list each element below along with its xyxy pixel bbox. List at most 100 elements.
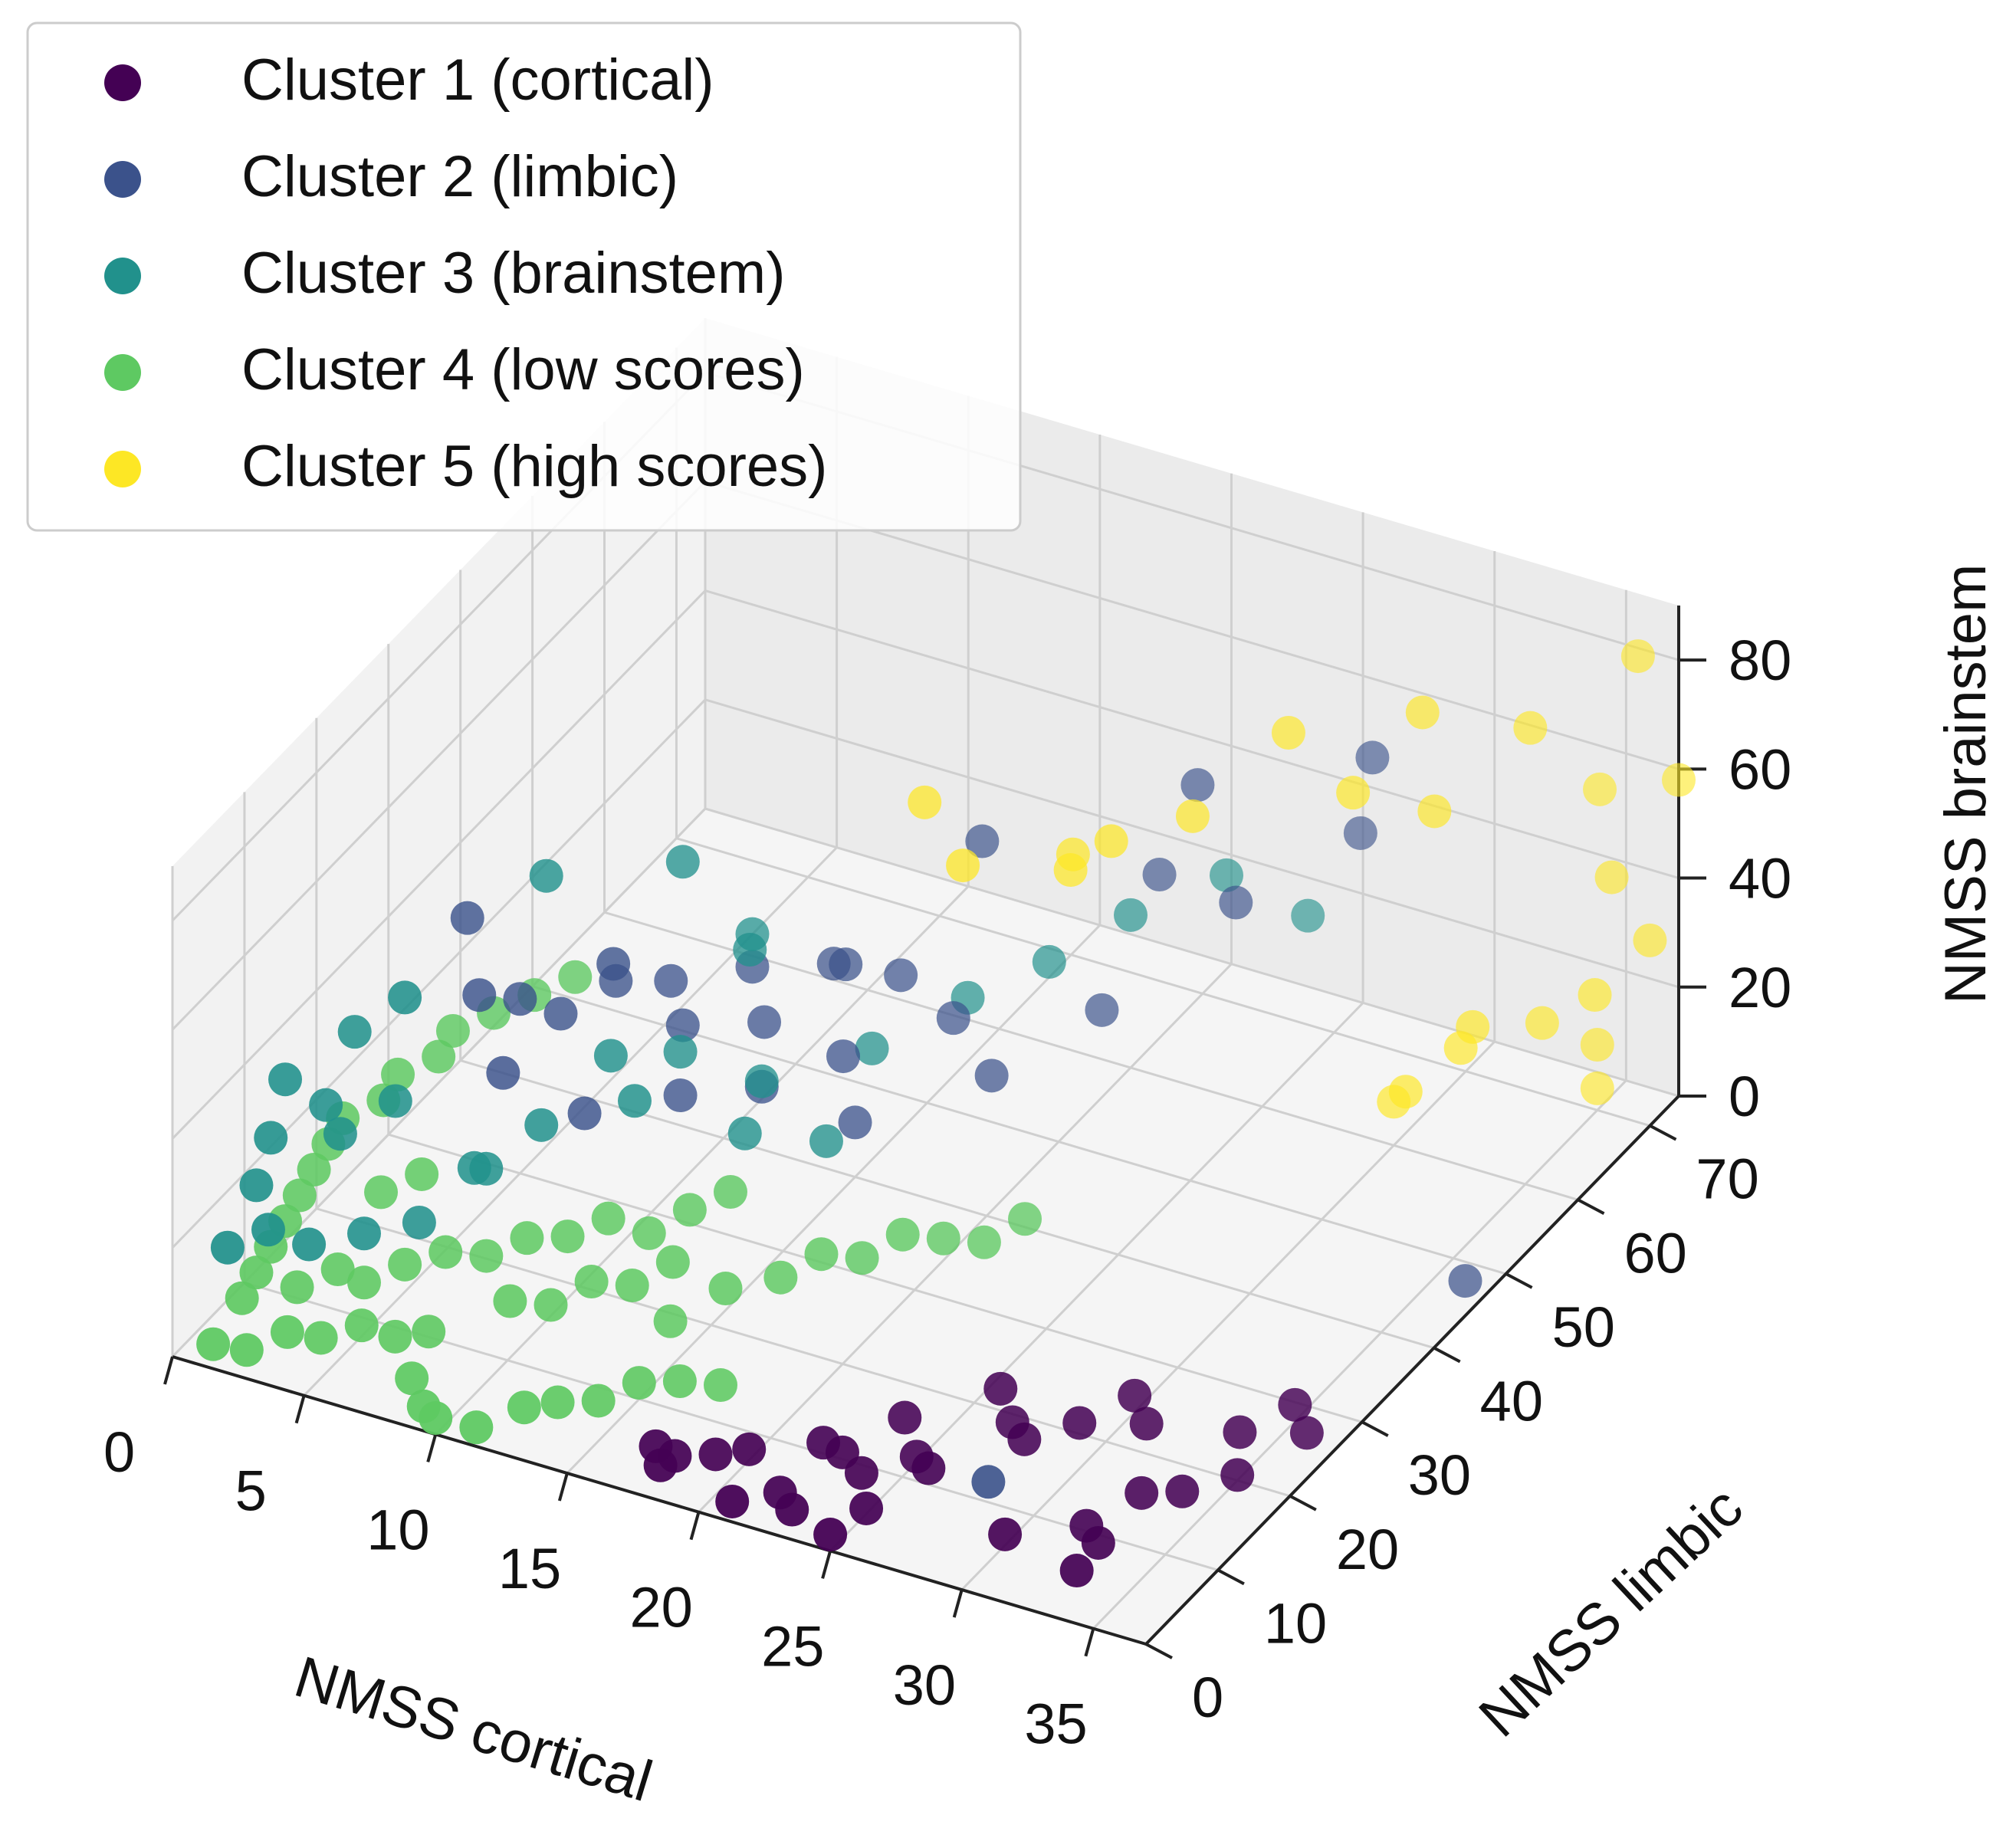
scatter-point-cluster-4 bbox=[581, 1384, 616, 1418]
scatter-point-cluster-3 bbox=[347, 1216, 381, 1251]
scatter-point-cluster-1 bbox=[1062, 1406, 1097, 1440]
scatter-point-cluster-5 bbox=[1405, 695, 1440, 730]
legend-box bbox=[26, 21, 1022, 532]
scatter-point-cluster-5 bbox=[1175, 799, 1210, 833]
x-tick-mark bbox=[163, 1356, 174, 1385]
scatter-point-cluster-2 bbox=[1085, 993, 1119, 1027]
scatter-point-cluster-3 bbox=[855, 1031, 889, 1065]
scatter-point-cluster-4 bbox=[388, 1247, 422, 1282]
scatter-point-cluster-4 bbox=[540, 1385, 575, 1420]
scatter-point-cluster-3 bbox=[1210, 858, 1243, 892]
scatter-point-cluster-4 bbox=[282, 1178, 317, 1213]
scatter-point-cluster-5 bbox=[946, 849, 980, 883]
scatter-point-cluster-5 bbox=[1620, 639, 1655, 674]
scatter-point-cluster-5 bbox=[1053, 853, 1088, 888]
z-tick-label: 80 bbox=[1729, 629, 1791, 692]
scatter-point-cluster-5 bbox=[1594, 860, 1629, 894]
y-tick-label: 10 bbox=[1264, 1591, 1327, 1655]
left-pane bbox=[172, 318, 705, 1357]
scatter-point-cluster-3 bbox=[665, 845, 700, 879]
scatter-point-cluster-3 bbox=[663, 1035, 698, 1069]
scatter-point-cluster-3 bbox=[744, 1064, 779, 1098]
scatter-point-cluster-1 bbox=[1118, 1378, 1152, 1413]
y-tick-mark bbox=[1145, 1643, 1173, 1659]
legend-marker-cluster-1 bbox=[104, 64, 141, 101]
legend-marker-cluster-2 bbox=[104, 161, 141, 198]
scatter-point-cluster-4 bbox=[405, 1157, 439, 1191]
scatter-point-cluster-4 bbox=[885, 1217, 920, 1252]
scatter-point-cluster-1 bbox=[698, 1437, 733, 1472]
z-tick-label: 20 bbox=[1729, 956, 1791, 1019]
scatter-point-cluster-4 bbox=[229, 1333, 264, 1367]
scatter-point-cluster-3 bbox=[388, 980, 422, 1015]
scatter-point-cluster-4 bbox=[704, 1368, 737, 1403]
scatter-point-cluster-3 bbox=[292, 1227, 327, 1262]
scatter-point-cluster-4 bbox=[967, 1225, 1001, 1259]
y-axis-line bbox=[1144, 1095, 1680, 1646]
x-tick-mark bbox=[557, 1472, 569, 1502]
y-tick-mark bbox=[1216, 1568, 1245, 1586]
x-tick-label: 25 bbox=[761, 1614, 824, 1678]
scatter-point-cluster-2 bbox=[503, 982, 537, 1016]
scatter-point-cluster-3 bbox=[1032, 944, 1066, 979]
x-axis-label: NMSS cortical bbox=[287, 1644, 659, 1814]
scatter-point-cluster-1 bbox=[1129, 1407, 1164, 1441]
scatter-point-cluster-3 bbox=[617, 1084, 652, 1118]
scatter-point-cluster-4 bbox=[239, 1256, 274, 1290]
scatter-point-cluster-3 bbox=[1291, 898, 1325, 933]
scatter-point-cluster-4 bbox=[378, 1319, 412, 1354]
scatter-point-cluster-4 bbox=[469, 1239, 504, 1273]
scatter-point-cluster-4 bbox=[320, 1252, 355, 1287]
scatter-point-cluster-2 bbox=[826, 1039, 860, 1074]
x-tick-mark bbox=[1084, 1628, 1095, 1657]
scatter-point-cluster-1 bbox=[813, 1518, 848, 1552]
x-tick-label: 20 bbox=[629, 1576, 692, 1640]
scatter-point-cluster-2 bbox=[838, 1105, 872, 1140]
y-tick-label: 40 bbox=[1480, 1370, 1543, 1433]
y-tick-label: 60 bbox=[1624, 1221, 1687, 1285]
x-tick-label: 35 bbox=[1024, 1692, 1087, 1756]
scatter-point-cluster-3 bbox=[524, 1108, 559, 1142]
scatter-point-cluster-5 bbox=[1580, 1071, 1614, 1105]
scatter-point-cluster-4 bbox=[713, 1175, 747, 1210]
scatter-point-cluster-1 bbox=[1223, 1415, 1257, 1449]
scatter-point-cluster-4 bbox=[280, 1270, 314, 1305]
scatter-point-cluster-5 bbox=[908, 785, 942, 819]
scatter-point-cluster-2 bbox=[486, 1055, 520, 1090]
y-axis-label: NMSS limbic bbox=[1467, 1475, 1755, 1750]
z-tick-label: 0 bbox=[1729, 1065, 1760, 1128]
scatter-point-cluster-1 bbox=[888, 1400, 922, 1435]
scatter-point-cluster-2 bbox=[829, 947, 863, 982]
scatter-point-cluster-4 bbox=[534, 1288, 568, 1322]
scatter-point-cluster-3 bbox=[239, 1168, 274, 1203]
scatter-point-cluster-1 bbox=[1278, 1387, 1312, 1422]
grid-line-z bbox=[171, 698, 1679, 1249]
scatter-point-cluster-3 bbox=[593, 1039, 628, 1073]
y-tick-label: 0 bbox=[1192, 1666, 1223, 1729]
legend-marker-cluster-3 bbox=[104, 258, 141, 294]
scatter-point-cluster-4 bbox=[574, 1265, 609, 1299]
scatter-point-cluster-2 bbox=[654, 963, 688, 998]
y-tick-label: 30 bbox=[1408, 1443, 1471, 1507]
scatter-point-cluster-4 bbox=[615, 1269, 649, 1303]
scatter-point-cluster-5 bbox=[1580, 1028, 1614, 1062]
scatter-point-cluster-4 bbox=[708, 1272, 743, 1306]
scatter-point-cluster-4 bbox=[412, 1315, 446, 1349]
scatter-point-cluster-4 bbox=[428, 1235, 463, 1269]
scatter-point-cluster-5 bbox=[1513, 711, 1548, 745]
scatter-point-cluster-4 bbox=[381, 1057, 415, 1091]
scatter-point-cluster-4 bbox=[304, 1321, 338, 1355]
scatter-point-cluster-1 bbox=[911, 1451, 946, 1485]
x-tick-mark bbox=[821, 1550, 832, 1579]
scatter-point-cluster-1 bbox=[1220, 1458, 1255, 1492]
scatter-point-cluster-1 bbox=[1165, 1474, 1200, 1508]
y-tick-label: 70 bbox=[1696, 1147, 1758, 1211]
scatter-point-cluster-5 bbox=[1456, 1009, 1490, 1044]
scatter-point-cluster-3 bbox=[809, 1124, 843, 1158]
x-tick-mark bbox=[294, 1395, 306, 1424]
scatter-point-cluster-5 bbox=[1271, 716, 1305, 750]
scatter-point-cluster-5 bbox=[1583, 772, 1617, 806]
scatter-point-cluster-2 bbox=[884, 958, 918, 993]
scatter-point-cluster-4 bbox=[493, 1284, 527, 1318]
